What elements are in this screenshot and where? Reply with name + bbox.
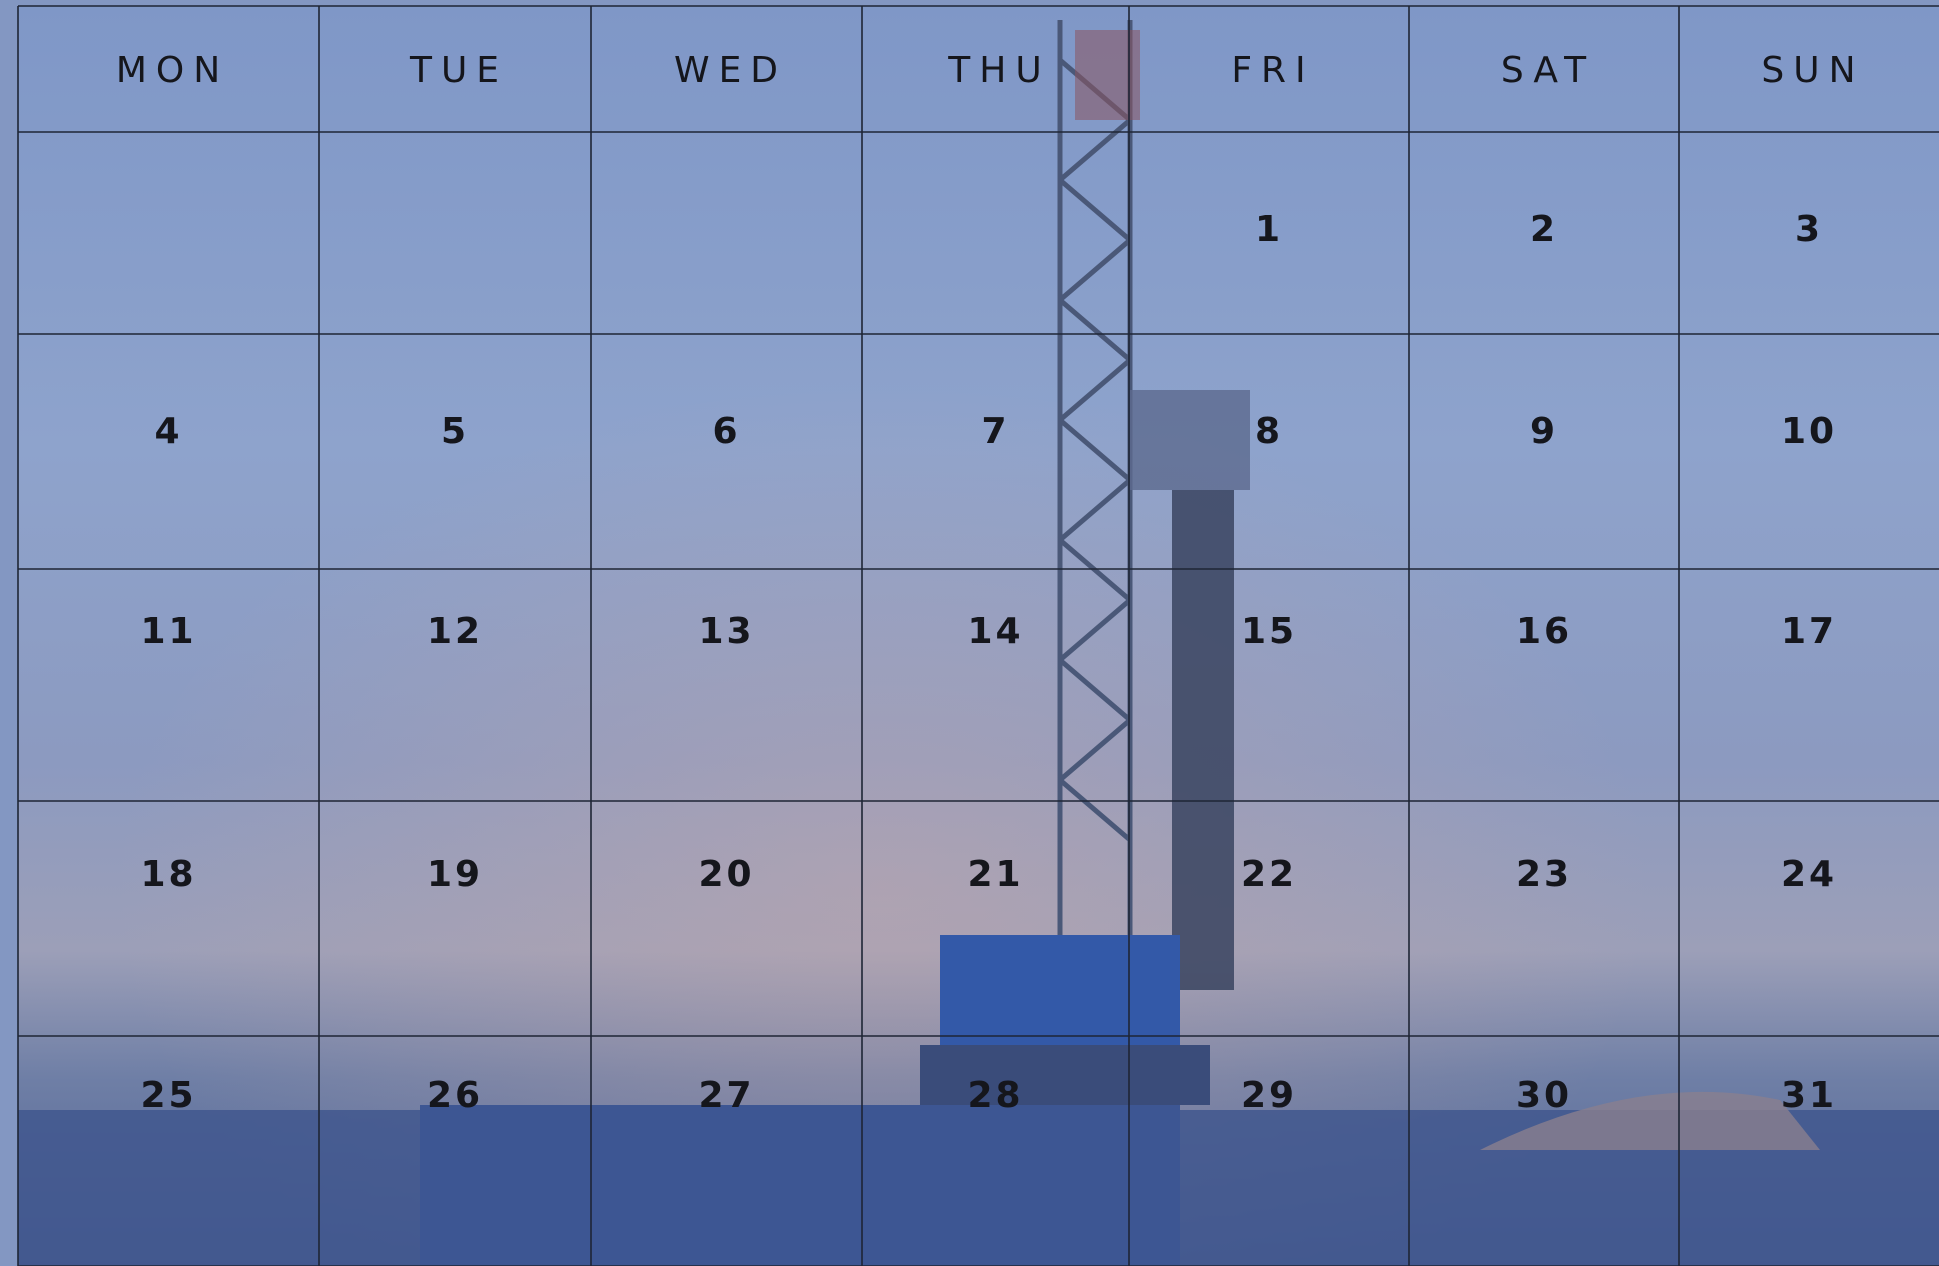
day-number: 9 — [1530, 411, 1558, 452]
weekday-header: SUN — [1761, 50, 1864, 91]
day-number: 2 — [1530, 209, 1558, 250]
day-number: 8 — [1255, 411, 1283, 452]
day-number: 11 — [140, 611, 196, 652]
day-number: 3 — [1795, 209, 1823, 250]
calendar-grid — [17, 5, 1939, 1266]
day-number: 14 — [967, 611, 1023, 652]
day-number: 26 — [427, 1075, 483, 1116]
day-number: 16 — [1516, 611, 1572, 652]
day-number: 12 — [427, 611, 483, 652]
day-number: 15 — [1241, 611, 1297, 652]
day-number: 28 — [967, 1075, 1023, 1116]
day-number: 21 — [967, 854, 1023, 895]
day-number: 22 — [1241, 854, 1297, 895]
day-number: 7 — [981, 411, 1009, 452]
day-number: 4 — [154, 411, 182, 452]
day-number: 1 — [1255, 209, 1283, 250]
weekday-header: FRI — [1231, 50, 1314, 91]
day-number: 5 — [441, 411, 469, 452]
day-number: 17 — [1781, 611, 1837, 652]
weekday-header: THU — [947, 50, 1050, 91]
day-number: 30 — [1516, 1075, 1572, 1116]
day-number: 6 — [712, 411, 740, 452]
day-number: 19 — [427, 854, 483, 895]
day-number: 18 — [140, 854, 196, 895]
weekday-header: TUE — [409, 50, 508, 91]
day-number: 23 — [1516, 854, 1572, 895]
weekday-header: WED — [674, 50, 787, 91]
day-number: 20 — [698, 854, 754, 895]
day-number: 10 — [1781, 411, 1837, 452]
day-number: 29 — [1241, 1075, 1297, 1116]
day-number: 27 — [698, 1075, 754, 1116]
day-number: 25 — [140, 1075, 196, 1116]
weekday-header: SAT — [1501, 50, 1595, 91]
day-number: 13 — [698, 611, 754, 652]
weekday-header: MON — [116, 50, 229, 91]
day-number: 24 — [1781, 854, 1837, 895]
day-number: 31 — [1781, 1075, 1837, 1116]
